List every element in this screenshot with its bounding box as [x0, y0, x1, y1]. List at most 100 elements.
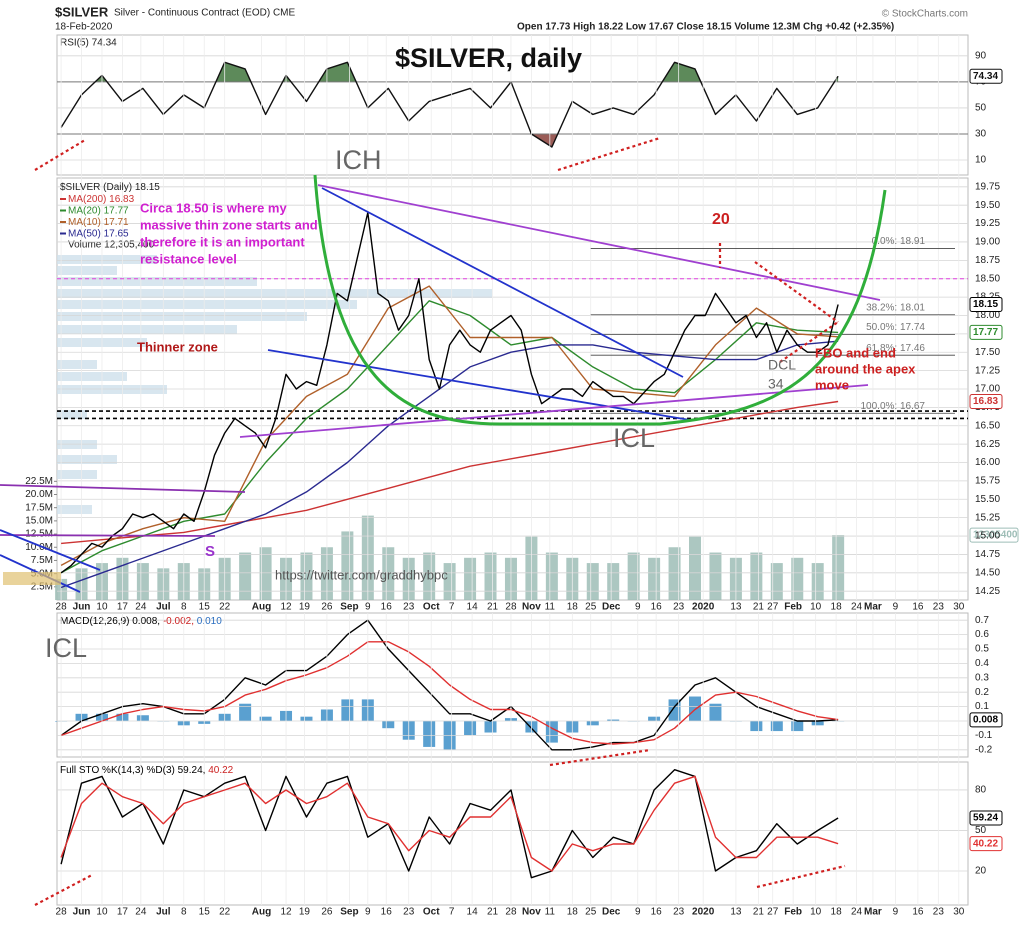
- legend-value: 18.15: [135, 182, 160, 193]
- note-line: therefore it is an important: [140, 234, 305, 249]
- y-tick-label: 16.00: [975, 457, 1000, 468]
- annotations: $SILVER, daily ICH ICL ICL 20 Circa 18.5…: [45, 43, 916, 663]
- y-tick-label: 15.0M: [25, 516, 53, 527]
- x-tick-label: Mar: [864, 602, 882, 613]
- y-tick-label: 22.5M: [25, 476, 53, 487]
- x-tick-label: 28: [505, 907, 517, 918]
- legend-name: $SILVER (Daily): [60, 182, 132, 193]
- x-tick-label: 21: [487, 602, 499, 613]
- vbp-bar: [57, 505, 92, 514]
- note-line: resistance level: [140, 251, 237, 266]
- x-tick-label: 10: [810, 907, 822, 918]
- x-tick-label: 25: [585, 602, 597, 613]
- bar: [136, 563, 149, 600]
- fbo-note: move: [815, 377, 849, 392]
- y-tick-label: 90: [975, 50, 987, 61]
- y-tick-label: 80: [975, 785, 987, 796]
- panel-title: Full STO %K(14,3) %D(3) 59.24, 40.22: [60, 765, 234, 776]
- x-tick-label: 23: [673, 602, 685, 613]
- fib-label: 50.0%: 17.74: [866, 322, 925, 333]
- bar: [770, 721, 783, 732]
- x-tick-label: 8: [181, 602, 187, 613]
- fib-label: 0.0%: 18.91: [872, 236, 926, 247]
- x-tick-label: 13: [730, 907, 742, 918]
- icl-label: ICL: [613, 423, 655, 453]
- bar: [668, 547, 681, 600]
- bar: [136, 715, 149, 721]
- x-tick-label: 21: [487, 907, 499, 918]
- x-tick-label: 9: [365, 602, 371, 613]
- legend-entry: MA(10) 17.71: [68, 217, 129, 228]
- x-tick-label: 14: [467, 602, 479, 613]
- icl-label: ICL: [45, 633, 87, 663]
- x-tick-label: 26: [321, 907, 333, 918]
- x-tick-label: 19: [299, 602, 311, 613]
- x-tick-label: 24: [851, 602, 863, 613]
- y-tick-label: 0.4: [975, 658, 989, 669]
- legend-name: MA(200): [68, 194, 106, 205]
- y-tick-label: 14.50: [975, 567, 1000, 578]
- end-label-box: [969, 324, 1003, 340]
- x-tick-label: Dec: [602, 907, 621, 918]
- x-tick-label: 12: [280, 907, 292, 918]
- trendline: [267, 349, 691, 421]
- bar: [239, 552, 252, 600]
- date: 18-Feb-2020: [55, 22, 113, 33]
- x-tick-label: Oct: [423, 602, 440, 613]
- bar: [648, 716, 661, 721]
- x-tick-label: Feb: [784, 907, 802, 918]
- vbp-bar: [57, 385, 167, 394]
- highlight-band: [3, 572, 61, 585]
- bar: [423, 721, 436, 747]
- bar: [300, 552, 313, 600]
- series-line: [60, 211, 839, 574]
- vbp-bar: [57, 325, 237, 334]
- x-tick-label: 19: [299, 907, 311, 918]
- vbp-bar: [57, 470, 97, 479]
- legend-entry: Volume 12,305,400: [68, 240, 155, 251]
- quote: Open 17.73 High 18.22 Low 17.67 Close 18…: [517, 22, 894, 33]
- x-tick-label: 17: [117, 602, 129, 613]
- y-tick-label: 7.5M: [31, 555, 53, 566]
- x-tick-label: Sep: [340, 602, 358, 613]
- bar: [259, 716, 272, 721]
- fbo-note: FBO and end: [815, 345, 896, 360]
- x-tick-label: 24: [135, 907, 147, 918]
- bar: [443, 563, 456, 600]
- x-tick-label: 10: [810, 602, 822, 613]
- bar: [832, 535, 845, 600]
- x-tick-label: 21: [753, 907, 765, 918]
- x-tick-label: Jun: [73, 907, 91, 918]
- y-tick-label: 15.25: [975, 512, 1000, 523]
- dotted-line: [34, 874, 93, 906]
- y-tick-label: 17.50: [975, 347, 1000, 358]
- legend-value: 17.71: [104, 217, 129, 228]
- thinner-zone: Thinner zone: [137, 339, 218, 354]
- drawings: [0, 136, 887, 906]
- bar: [811, 563, 824, 600]
- x-tick-label: 15: [199, 602, 211, 613]
- x-tick-label: 23: [933, 602, 945, 613]
- bar: [709, 552, 722, 600]
- source: © StockCharts.com: [882, 9, 968, 20]
- legend-value: 17.77: [104, 205, 129, 216]
- y-tick-label: 16.50: [975, 420, 1000, 431]
- trendline: [0, 484, 246, 493]
- x-tick-label: 14: [467, 907, 479, 918]
- y-tick-label: -0.2: [975, 744, 993, 755]
- y-tick-label: 19.00: [975, 237, 1000, 248]
- legend-entry: MA(20) 17.77: [68, 205, 129, 216]
- y-tick-label: 19.25: [975, 218, 1000, 229]
- bar: [484, 552, 497, 600]
- bar: [545, 552, 558, 600]
- y-tick-label: 50: [975, 103, 987, 114]
- bar: [811, 721, 824, 726]
- y-tick-label: 10.0M: [25, 542, 53, 553]
- fib-label: 38.2%: 18.01: [866, 302, 925, 313]
- x-tick-label: 18: [567, 907, 579, 918]
- end-label-text: 18.15: [973, 299, 998, 310]
- y-tick-label: -0.1: [975, 730, 993, 741]
- fib-label: 100.0%: 16.67: [861, 401, 926, 412]
- bar: [382, 721, 395, 729]
- x-tick-label: 22: [219, 907, 231, 918]
